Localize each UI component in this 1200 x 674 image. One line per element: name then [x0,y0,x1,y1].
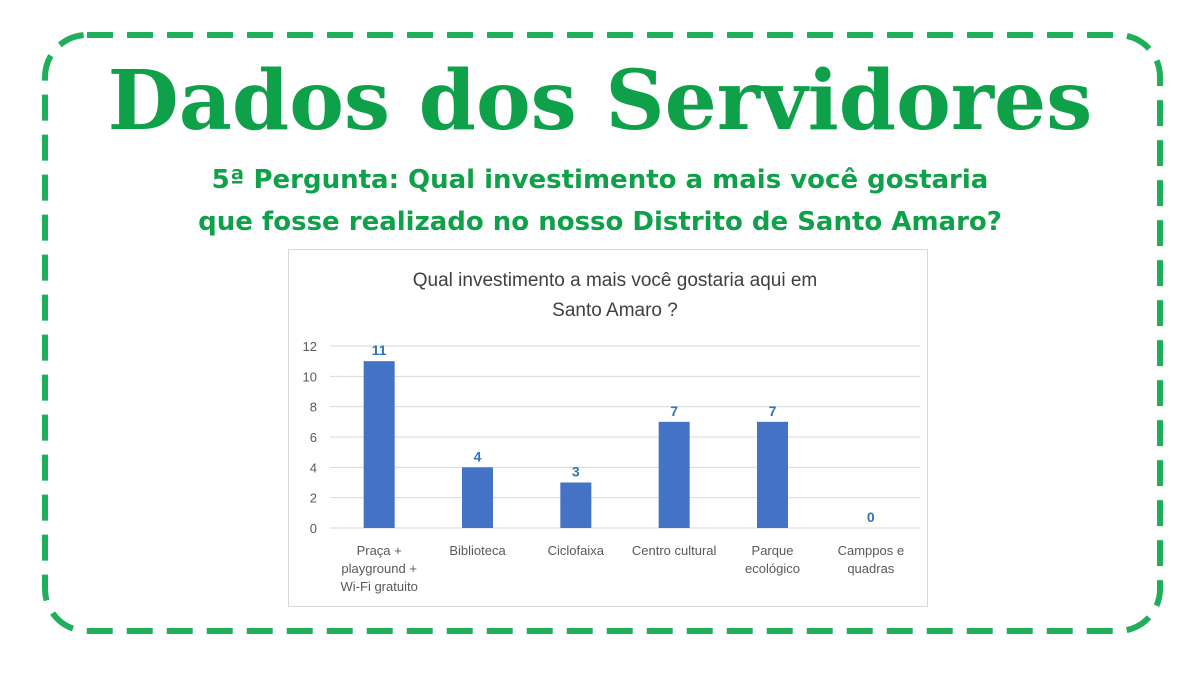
x-tick-label: Centro cultural [632,543,717,558]
chart-title-line: Santo Amaro ? [552,300,678,321]
chart-container: Qual investimento a mais você gostaria a… [288,249,928,607]
y-tick-label: 4 [310,460,317,475]
data-label: 7 [769,403,777,419]
y-tick-label: 2 [310,491,317,506]
x-tick-label: Parque [752,543,794,558]
x-tick-label: quadras [847,561,894,576]
x-tick-label: ecológico [745,561,800,576]
bar [757,421,788,528]
x-tick-label: playground + [341,561,417,576]
chart-title-line: Qual investimento a mais você gostaria a… [413,270,817,291]
question-subtitle-line-2: que fosse realizado no nosso Distrito de… [198,207,1002,237]
data-label: 7 [670,403,678,419]
data-label: 0 [867,509,875,525]
y-tick-label: 0 [310,521,317,536]
data-label: 3 [572,464,580,480]
bar [462,467,493,528]
data-label: 11 [372,342,387,358]
y-tick-label: 8 [310,400,317,415]
question-subtitle-line-1: 5ª Pergunta: Qual investimento a mais vo… [211,165,989,195]
y-tick-label: 10 [303,369,317,384]
bar [560,482,592,528]
x-tick-label: Wi-Fi gratuito [341,579,418,594]
page-title: Dados dos Servidores [107,53,1093,149]
y-tick-label: 12 [303,339,317,354]
y-tick-label: 6 [310,430,317,445]
bar [658,421,690,528]
bar [363,361,395,528]
data-label: 4 [474,448,482,464]
x-tick-label: Praça + [357,543,402,558]
bar-chart: Qual investimento a mais você gostaria a… [303,270,920,594]
x-tick-label: Camppos e [838,543,904,558]
x-tick-label: Biblioteca [449,543,506,558]
x-tick-label: Ciclofaixa [548,543,605,558]
